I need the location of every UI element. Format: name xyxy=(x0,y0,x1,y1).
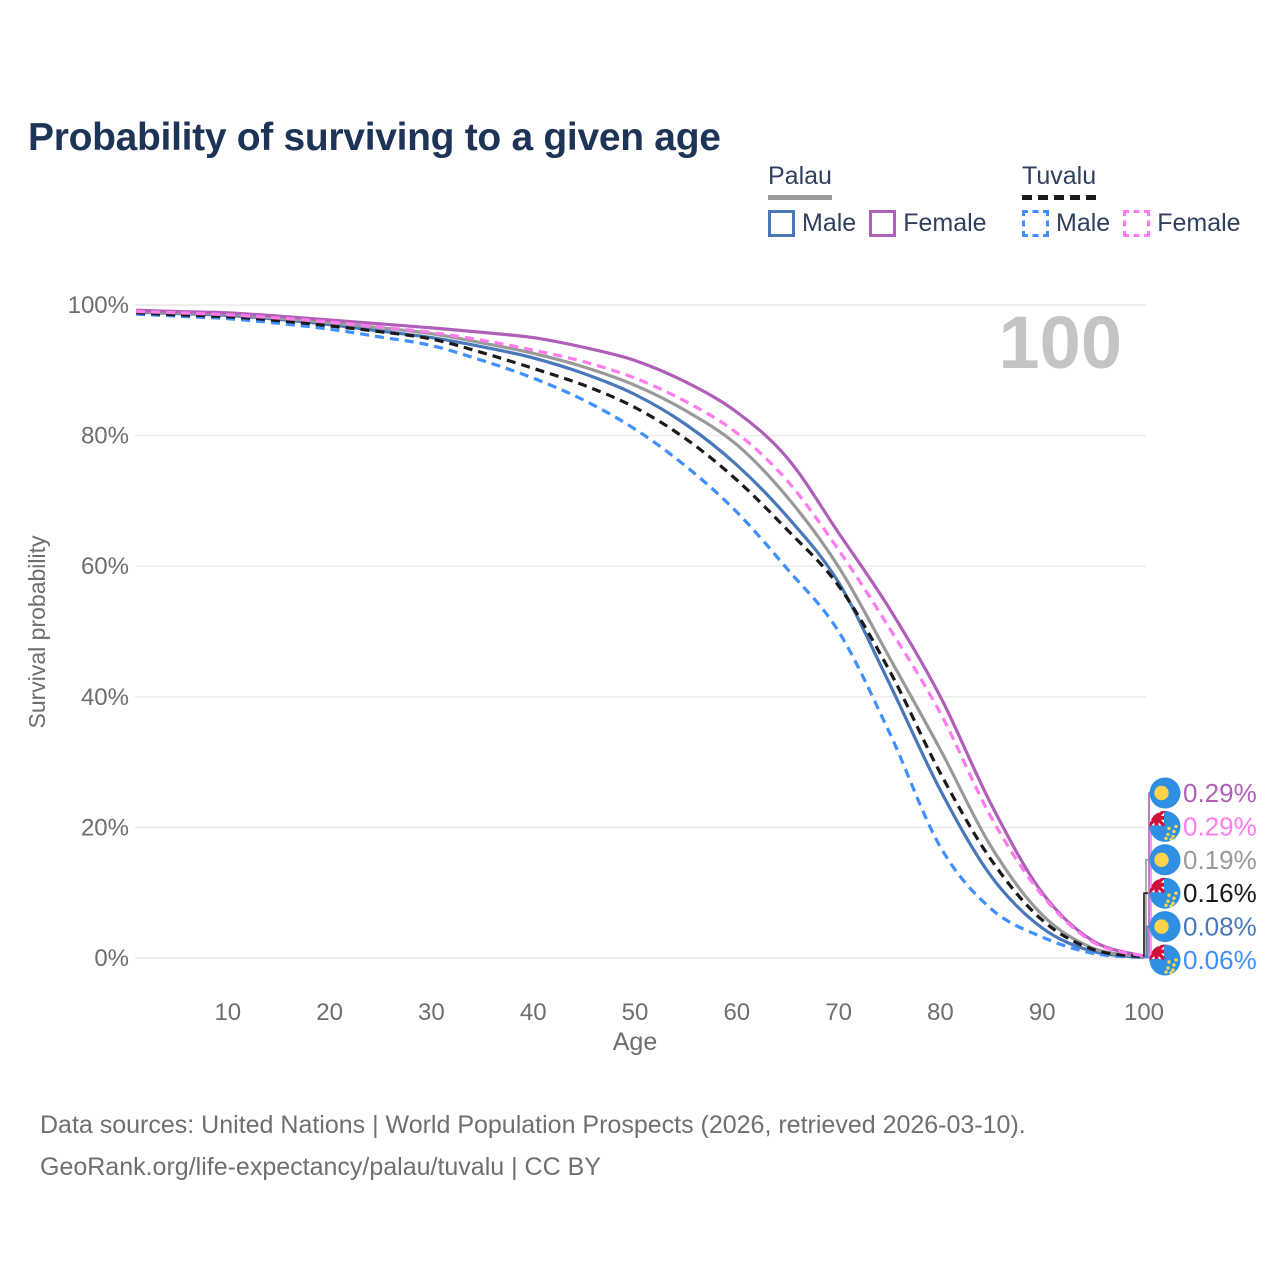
page-title: Probability of surviving to a given age xyxy=(28,116,721,160)
y-tick-label: 100% xyxy=(68,292,129,319)
y-tick-label: 20% xyxy=(81,814,129,841)
end-label-connector xyxy=(1143,892,1148,957)
x-tick-label: 40 xyxy=(520,999,547,1026)
x-tick-label: 90 xyxy=(1029,999,1056,1026)
legend-item-palau-female[interactable]: Female xyxy=(869,209,987,238)
x-tick-label: 60 xyxy=(723,999,750,1026)
y-axis-title: Survival probability xyxy=(24,535,50,729)
legend-item-label: Male xyxy=(1056,209,1111,237)
footer-link[interactable]: GeoRank.org/life-expectancy/palau/tuvalu… xyxy=(40,1153,601,1181)
legend-group-label-palau[interactable]: Palau xyxy=(768,162,832,200)
y-tick-label: 40% xyxy=(81,684,129,711)
legend-item-label: Female xyxy=(1157,209,1241,237)
y-tick-label: 60% xyxy=(81,553,129,580)
end-label-connector xyxy=(1144,925,1151,959)
y-tick-label: 80% xyxy=(81,423,129,450)
palau-female-swatch-icon xyxy=(869,210,897,237)
end-value-label: 0.08% xyxy=(1183,912,1257,942)
tuvalu-flag-icon xyxy=(1149,810,1181,842)
series-line-tuvalu-total xyxy=(136,311,1145,959)
series-line-palau-female xyxy=(136,308,1145,958)
tuvalu-female-swatch-icon xyxy=(1123,210,1151,237)
legend-item-tuvalu-female[interactable]: Female xyxy=(1123,209,1241,238)
tuvalu-male-swatch-icon xyxy=(1022,210,1049,237)
legend-group-tuvalu: Tuvalu Male Female xyxy=(1022,162,1241,238)
end-value-label: 0.19% xyxy=(1183,845,1257,875)
x-tick-label: 50 xyxy=(622,999,649,1026)
x-tick-label: 70 xyxy=(825,999,852,1026)
end-value-label: 0.06% xyxy=(1183,945,1257,975)
x-tick-label: 100 xyxy=(1124,999,1164,1026)
x-tick-label: 30 xyxy=(418,999,445,1026)
legend-group-palau: Palau Male Female xyxy=(768,162,987,238)
legend-item-label: Male xyxy=(802,209,857,237)
palau-flag-icon xyxy=(1149,911,1181,943)
y-tick-label: 0% xyxy=(94,945,129,972)
palau-male-swatch-icon xyxy=(768,210,795,237)
footer-note: Data sources: United Nations | World Pop… xyxy=(40,1104,1026,1188)
palau-flag-icon xyxy=(1149,777,1181,809)
series-line-tuvalu-male xyxy=(136,312,1145,960)
x-tick-label: 80 xyxy=(927,999,954,1026)
legend-item-label: Female xyxy=(903,209,987,237)
end-value-label: 0.16% xyxy=(1183,878,1257,908)
tuvalu-flag-icon xyxy=(1149,877,1181,909)
footer-sources: Data sources: United Nations | World Pop… xyxy=(40,1111,1026,1139)
legend-items-tuvalu: Male Female xyxy=(1022,209,1241,238)
legend-item-tuvalu-male[interactable]: Male xyxy=(1022,209,1110,238)
end-value-label: 0.29% xyxy=(1183,778,1257,808)
legend-group-label-tuvalu[interactable]: Tuvalu xyxy=(1022,162,1097,200)
age-watermark: 100 xyxy=(999,301,1122,384)
end-value-label: 0.29% xyxy=(1183,811,1257,841)
x-axis-title: Age xyxy=(613,1028,657,1056)
x-tick-label: 10 xyxy=(214,999,241,1026)
palau-flag-icon xyxy=(1149,844,1181,876)
legend-items-palau: Male Female xyxy=(768,209,987,238)
series-line-tuvalu-female xyxy=(136,309,1145,958)
survival-chart: 0% 20% 40% 60% 80% 100% 10 20 30 40 50 60 70 80 90 100 A… xyxy=(24,292,1257,1056)
tuvalu-flag-icon xyxy=(1149,944,1181,976)
x-tick-label: 20 xyxy=(316,999,343,1026)
legend-item-palau-male[interactable]: Male xyxy=(768,209,856,238)
